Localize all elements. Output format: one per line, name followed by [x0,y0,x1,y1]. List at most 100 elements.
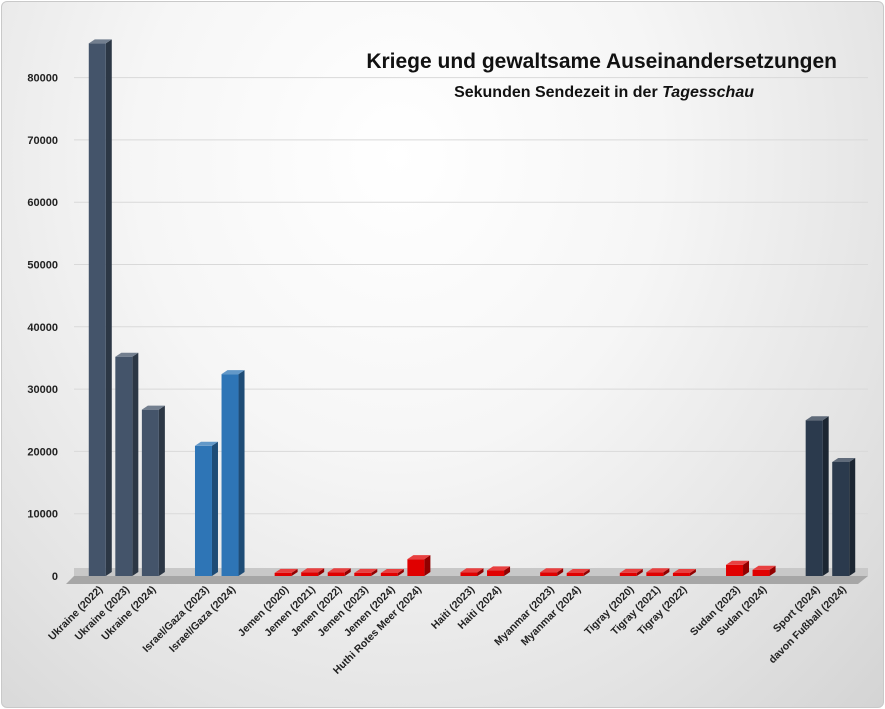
bar-front [301,572,319,576]
bar-front [221,374,239,576]
bar-side [743,560,750,576]
bar-front [566,573,584,576]
bar-side [583,569,590,576]
bar-side [822,416,829,576]
bar [832,457,856,576]
bar-front [487,570,505,576]
y-tick-label: 30000 [27,384,58,396]
bar [115,352,139,576]
chart-title: Kriege und gewaltsame Auseinandersetzung… [366,50,837,73]
bar-front [88,43,106,576]
bar [407,555,431,576]
bar-top [194,441,218,446]
bar [327,568,351,576]
bars [88,39,856,576]
y-tick-label: 0 [52,571,58,583]
bar-front [194,445,212,576]
bar-side [158,405,165,576]
bar [672,569,696,576]
bar-top [726,560,750,565]
bar-top [141,405,165,410]
bar-top [672,569,696,573]
bar-side [211,441,218,576]
bar-front [115,356,133,576]
bar-front [274,572,292,576]
bar [380,569,404,576]
bar-top [221,370,245,375]
x-axis-ticks: Ukraine (2022)Ukraine (2023)Ukraine (202… [46,584,849,677]
bar-front [407,559,425,576]
bar [194,441,218,576]
bar-front [380,573,398,576]
bar-top [115,352,139,357]
bar-side [397,569,404,576]
bar [752,565,776,576]
bar-top [832,457,856,462]
bar-top [301,568,325,573]
y-tick-label: 20000 [27,446,58,458]
y-tick-label: 80000 [27,73,58,85]
bar-top [460,568,484,573]
chart-subtitle-prefix: Sekunden Sendezeit in der [454,84,662,101]
bar [354,568,378,576]
bar [141,405,165,576]
bar-side [105,39,112,576]
bar-top [619,568,643,573]
bar-side [424,555,431,576]
chart-subtitle-italic: Tagesschau [662,84,754,101]
bar-side [689,569,696,576]
bar-side [849,457,856,576]
bar-top [354,568,378,573]
bar-top [805,416,829,421]
bar-side [132,352,139,576]
bar-side [504,566,511,576]
bar [566,569,590,576]
bar-front [327,572,345,576]
y-tick-label: 60000 [27,197,58,209]
bar-front [619,572,637,576]
bar-front [646,572,664,576]
bar-front [805,420,823,576]
bar [646,568,670,576]
bar-top [487,566,511,571]
bar [487,566,511,576]
bar-side [371,568,378,576]
bar [274,568,298,576]
y-tick-label: 50000 [27,260,58,272]
bar [88,39,112,576]
bar-front [752,569,770,576]
bar-front [460,572,478,576]
y-tick-label: 10000 [27,509,58,521]
bar [460,568,484,576]
bar-side [344,568,351,576]
floor-plane [66,576,868,584]
bar-front [832,461,850,576]
bar-top [274,568,298,573]
bar-side [663,568,670,576]
bar-top [88,39,112,44]
bar-front [540,572,558,576]
bar [619,568,643,576]
bar-top [646,568,670,573]
bar-side [557,568,564,576]
gridlines [74,77,868,515]
bar-top [566,569,590,573]
chart-subtitle: Sekunden Sendezeit in der Tagesschau [454,84,754,101]
bar-front [672,573,690,576]
bar [221,370,245,576]
bar-side [636,568,643,576]
bar-top [380,569,404,573]
bar-front [141,409,159,576]
y-tick-label: 40000 [27,322,58,334]
y-axis-ticks: 0 10000 20000 30000 40000 50000 60000 70000 8000… [27,73,58,583]
bar-front [354,572,372,576]
bar-top [752,565,776,570]
bar-side [238,370,245,576]
bar-side [769,565,776,576]
bar [301,568,325,576]
bar [726,560,750,576]
y-tick-label: 70000 [27,135,58,147]
bar-top [407,555,431,560]
bar-top [540,568,564,573]
